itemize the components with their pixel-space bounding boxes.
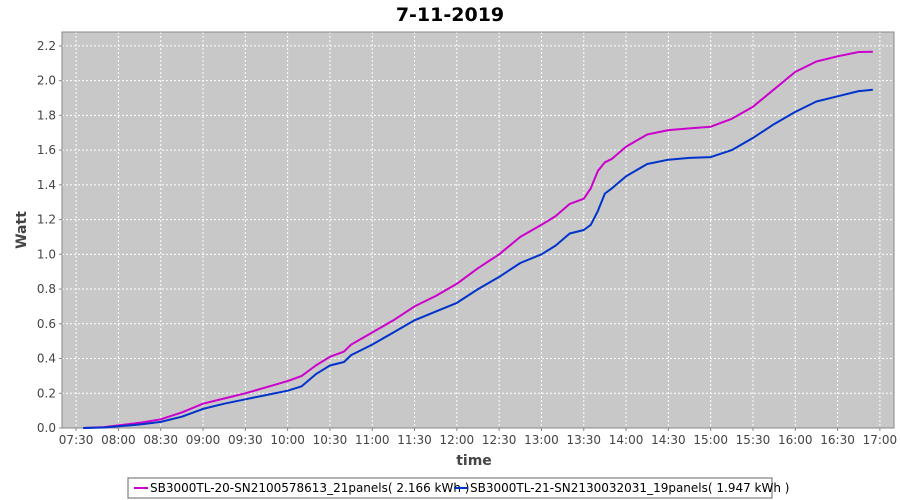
y-tick-label: 1.0 — [37, 247, 56, 261]
series-1-line — [83, 50, 873, 429]
x-tick-label: 13:00 — [524, 433, 559, 447]
x-tick-label: 14:00 — [609, 433, 644, 447]
x-tick-label: 11:00 — [355, 433, 390, 447]
y-tick-label: 0.0 — [37, 421, 56, 435]
x-tick-label: 15:30 — [736, 433, 771, 447]
chart-title: 7-11-2019 — [396, 4, 504, 26]
x-tick-label: 07:30 — [59, 433, 94, 447]
x-axis-ticks: 07:30 08:00 08:30 09:00 09:30 10:00 10:30 11:00… — [59, 428, 897, 447]
x-tick-label: 08:30 — [143, 433, 178, 447]
legend-label-series-1: SB3000TL-20-SN2100578613_21panels( 2.166… — [150, 481, 469, 495]
x-tick-label: 09:00 — [186, 433, 221, 447]
x-tick-label: 16:30 — [820, 433, 855, 447]
legend-label-series-2: SB3000TL-21-SN2130032031_19panels( 1.947… — [470, 481, 789, 495]
x-tick-label: 09:30 — [228, 433, 263, 447]
series-lines — [83, 50, 873, 429]
x-tick-label: 11:30 — [397, 433, 432, 447]
y-tick-label: 0.6 — [37, 317, 56, 331]
y-tick-label: 1.4 — [37, 178, 56, 192]
x-tick-label: 13:30 — [566, 433, 601, 447]
y-tick-label: 2.0 — [37, 74, 56, 88]
y-tick-label: 0.2 — [37, 386, 56, 400]
y-tick-label: 0.4 — [37, 352, 56, 366]
series-2-line — [83, 88, 873, 429]
x-tick-label: 10:30 — [313, 433, 348, 447]
x-tick-label: 16:00 — [778, 433, 813, 447]
y-tick-label: 1.8 — [37, 108, 56, 122]
x-tick-label: 15:00 — [693, 433, 728, 447]
x-axis-label: time — [456, 453, 492, 469]
legend-box — [127, 477, 773, 499]
x-tick-label: 14:30 — [651, 433, 686, 447]
y-tick-label: 2.2 — [37, 39, 56, 53]
x-tick-label: 17:00 — [863, 433, 898, 447]
plot-area — [62, 32, 894, 428]
y-axis-label: Watt — [14, 211, 30, 249]
x-tick-label: 12:00 — [440, 433, 475, 447]
legend: SB3000TL-20-SN2100578613_21panels( 2.166… — [127, 477, 789, 499]
x-tick-label: 08:00 — [101, 433, 136, 447]
y-tick-label: 1.6 — [37, 143, 56, 157]
y-tick-label: 0.8 — [37, 282, 56, 296]
x-tick-label: 10:00 — [270, 433, 305, 447]
y-tick-label: 1.2 — [37, 213, 56, 227]
x-tick-label: 12:30 — [482, 433, 517, 447]
plot-border — [61, 31, 895, 429]
y-axis-ticks: 0.0 0.2 0.4 0.6 0.8 1.0 1.2 1.4 1.6 1.8 2.0 2.2 — [37, 39, 62, 435]
